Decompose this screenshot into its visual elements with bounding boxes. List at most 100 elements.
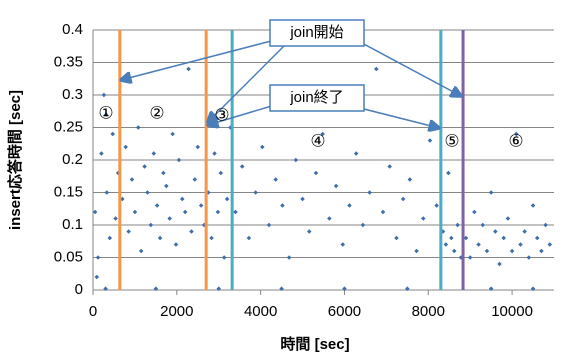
point [313, 170, 319, 176]
point [534, 235, 540, 241]
point [472, 209, 477, 215]
point [266, 222, 272, 228]
point [493, 229, 498, 234]
point [182, 209, 188, 215]
point [280, 203, 285, 208]
point [497, 261, 502, 267]
point [387, 164, 392, 169]
point [161, 170, 166, 176]
callout-text: join開始 [289, 24, 343, 41]
y-tick-label: 0.2 [62, 151, 83, 168]
point [99, 151, 104, 156]
x-tick-label: 4000 [244, 303, 277, 320]
point [327, 216, 332, 221]
point [434, 203, 439, 208]
x-tick-label: 2000 [160, 303, 193, 320]
point [176, 157, 182, 163]
point [138, 248, 144, 254]
point [195, 144, 201, 150]
x-tick-label: 10000 [491, 303, 533, 320]
point [526, 255, 532, 260]
point [353, 151, 359, 156]
point [126, 229, 131, 234]
point [113, 216, 118, 221]
point [320, 131, 325, 137]
point [246, 235, 252, 241]
point [400, 196, 406, 202]
point [476, 242, 481, 247]
point [449, 235, 454, 241]
region-label: ① [98, 103, 113, 122]
point [342, 286, 347, 291]
point [132, 209, 138, 215]
arrows [121, 39, 461, 128]
y-axis-title: insert応答時間 [sec] [6, 90, 24, 230]
point [167, 216, 172, 221]
point [455, 222, 460, 228]
point [253, 190, 258, 195]
point [233, 209, 238, 215]
point [340, 242, 346, 247]
point [518, 242, 523, 247]
point [221, 255, 227, 260]
point [443, 242, 449, 247]
point [539, 248, 544, 254]
callout-box [269, 84, 365, 112]
y-tick-label: 0 [75, 281, 83, 298]
point [300, 196, 305, 202]
point [135, 125, 141, 130]
point [186, 66, 191, 72]
point [306, 229, 312, 234]
point [367, 190, 372, 195]
region-label: ⑥ [508, 131, 523, 150]
y-tick-label: 0.3 [62, 86, 83, 103]
point [530, 203, 536, 208]
point [374, 66, 379, 72]
point [260, 144, 265, 150]
point [145, 190, 150, 195]
point [151, 151, 157, 156]
point [530, 286, 536, 291]
point [347, 203, 352, 208]
point [451, 248, 457, 254]
point [414, 248, 419, 254]
point [212, 151, 217, 156]
point [293, 157, 299, 163]
x-tick-label: 6000 [328, 303, 361, 320]
point [142, 164, 147, 169]
region-label: ⑤ [444, 131, 459, 150]
point [157, 235, 163, 241]
point [170, 131, 175, 137]
y-tick-label: 0.1 [62, 216, 83, 233]
point [380, 209, 386, 215]
point [488, 286, 494, 291]
point [189, 229, 194, 234]
point [110, 131, 115, 137]
point [501, 235, 506, 241]
x-axis-title: 時間 [sec] [280, 335, 349, 353]
y-tick-label: 0.05 [54, 248, 83, 265]
point [543, 222, 548, 228]
point [101, 92, 107, 98]
point [94, 274, 100, 280]
y-tick-label: 0.35 [54, 53, 83, 70]
point [407, 177, 413, 182]
point [509, 248, 515, 254]
point [522, 229, 527, 234]
point [216, 286, 221, 291]
point [333, 183, 339, 189]
point [180, 196, 185, 202]
point [446, 170, 451, 176]
region-label: ② [149, 103, 164, 122]
callout-box [269, 19, 365, 47]
point [192, 177, 198, 182]
point [218, 170, 224, 176]
point [123, 144, 128, 150]
region-label: ④ [310, 131, 325, 150]
point [286, 255, 292, 260]
point [484, 248, 490, 254]
point [209, 235, 214, 241]
point [224, 196, 230, 202]
y-tick-label: 0.25 [54, 118, 83, 135]
point [95, 255, 101, 260]
